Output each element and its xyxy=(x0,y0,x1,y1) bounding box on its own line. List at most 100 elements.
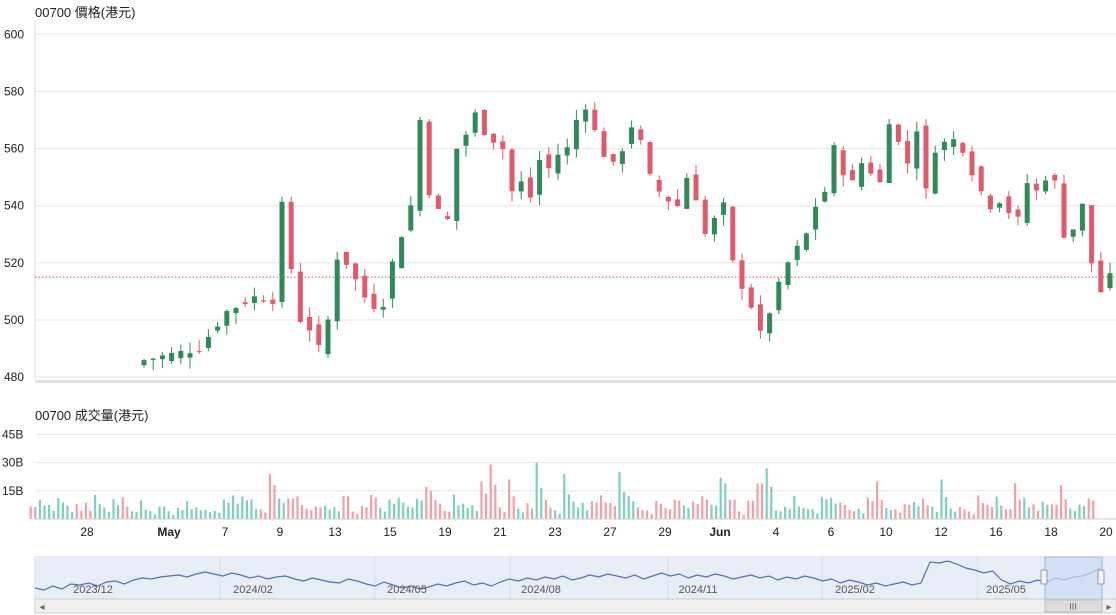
scrollbar-thumb[interactable] xyxy=(1044,599,1103,613)
volume-bar[interactable] xyxy=(489,464,492,519)
volume-bar[interactable] xyxy=(931,506,934,519)
volume-bar[interactable] xyxy=(995,496,998,519)
price-candle[interactable] xyxy=(307,307,313,342)
price-candle[interactable] xyxy=(454,148,460,230)
volume-bar[interactable] xyxy=(98,503,101,519)
volume-bar[interactable] xyxy=(420,500,423,519)
volume-bar[interactable] xyxy=(774,510,777,519)
volume-bar[interactable] xyxy=(121,497,124,519)
price-candle[interactable] xyxy=(527,167,533,203)
scroll-right-arrow-icon[interactable]: ▸ xyxy=(1106,602,1111,613)
price-candle[interactable] xyxy=(859,157,865,191)
volume-bar[interactable] xyxy=(126,506,129,519)
volume-bar[interactable] xyxy=(411,507,414,519)
price-candle[interactable] xyxy=(463,130,469,157)
volume-bar[interactable] xyxy=(176,507,179,519)
volume-bar[interactable] xyxy=(255,509,258,519)
volume-bar[interactable] xyxy=(751,500,754,519)
price-candle[interactable] xyxy=(960,141,966,157)
price-candle[interactable] xyxy=(196,340,202,354)
volume-bar[interactable] xyxy=(659,503,662,519)
volume-bar[interactable] xyxy=(232,495,235,519)
volume-bar[interactable] xyxy=(673,499,676,519)
volume-bar[interactable] xyxy=(301,505,304,519)
price-candle[interactable] xyxy=(334,251,340,330)
volume-bar[interactable] xyxy=(954,511,957,519)
price-candle[interactable] xyxy=(969,145,975,182)
price-candle[interactable] xyxy=(371,283,377,312)
volume-bar[interactable] xyxy=(163,506,166,519)
volume-bar[interactable] xyxy=(1060,485,1063,519)
volume-bar[interactable] xyxy=(278,498,281,519)
volume-bar[interactable] xyxy=(439,503,442,519)
volume-bar[interactable] xyxy=(1050,504,1053,519)
volume-bar[interactable] xyxy=(650,514,653,519)
volume-bar[interactable] xyxy=(981,503,984,519)
volume-bar[interactable] xyxy=(531,508,534,519)
volume-bar[interactable] xyxy=(535,462,538,519)
volume-bar[interactable] xyxy=(38,499,41,519)
price-candle[interactable] xyxy=(647,141,653,176)
volume-bar[interactable] xyxy=(540,487,543,519)
volume-bar[interactable] xyxy=(991,507,994,519)
volume-bar[interactable] xyxy=(466,507,469,519)
price-candles[interactable] xyxy=(141,101,1113,370)
volume-bar[interactable] xyxy=(342,495,345,519)
volume-bar[interactable] xyxy=(1009,509,1012,519)
volume-bar[interactable] xyxy=(199,510,202,519)
price-candle[interactable] xyxy=(987,193,993,214)
volume-bar[interactable] xyxy=(765,468,768,519)
volume-bar[interactable] xyxy=(448,511,451,519)
volume-bar[interactable] xyxy=(213,510,216,519)
volume-bar[interactable] xyxy=(443,510,446,519)
volume-bar[interactable] xyxy=(715,505,718,519)
volume-bar[interactable] xyxy=(351,511,354,519)
price-candle[interactable] xyxy=(445,211,451,221)
volume-bar[interactable] xyxy=(287,498,290,519)
volume-bar[interactable] xyxy=(282,502,285,519)
volume-bar[interactable] xyxy=(296,496,299,519)
volume-bar[interactable] xyxy=(719,477,722,519)
volume-bar[interactable] xyxy=(521,512,524,519)
volume-bar[interactable] xyxy=(820,497,823,519)
price-candle[interactable] xyxy=(785,260,791,290)
price-candle[interactable] xyxy=(941,138,947,161)
volume-bar[interactable] xyxy=(590,501,593,519)
volume-bar[interactable] xyxy=(434,499,437,519)
volume-bar[interactable] xyxy=(632,501,635,519)
volume-bar[interactable] xyxy=(880,500,883,519)
price-candle[interactable] xyxy=(877,163,883,184)
volume-bar[interactable] xyxy=(1092,500,1095,519)
price-candle[interactable] xyxy=(481,108,487,136)
price-candle[interactable] xyxy=(1043,175,1049,195)
price-candle[interactable] xyxy=(408,195,414,233)
volume-bar[interactable] xyxy=(972,514,975,519)
volume-bar[interactable] xyxy=(135,511,138,519)
volume-bar[interactable] xyxy=(968,511,971,519)
price-candle[interactable] xyxy=(748,283,754,310)
volume-bar[interactable] xyxy=(604,502,607,519)
price-candle[interactable] xyxy=(150,357,156,370)
volume-bar[interactable] xyxy=(696,503,699,519)
volume-bar[interactable] xyxy=(66,505,69,519)
price-candle[interactable] xyxy=(831,142,837,196)
price-candle[interactable] xyxy=(1033,178,1039,201)
volume-bar[interactable] xyxy=(259,509,262,519)
volume-bar[interactable] xyxy=(1032,504,1035,519)
volume-bar[interactable] xyxy=(811,509,814,519)
volume-bar[interactable] xyxy=(935,511,938,519)
price-candle[interactable] xyxy=(905,129,911,174)
volume-bar[interactable] xyxy=(862,513,865,519)
volume-bar[interactable] xyxy=(402,502,405,519)
price-candle[interactable] xyxy=(187,342,193,369)
volume-bar[interactable] xyxy=(1055,504,1058,519)
volume-bar[interactable] xyxy=(333,507,336,519)
price-candle[interactable] xyxy=(822,186,828,203)
price-candle[interactable] xyxy=(564,138,570,165)
volume-bar[interactable] xyxy=(1078,504,1081,519)
volume-bar[interactable] xyxy=(926,505,929,519)
volume-bar[interactable] xyxy=(475,511,478,519)
volume-bar[interactable] xyxy=(958,506,961,519)
price-candle[interactable] xyxy=(1061,174,1067,239)
price-candle[interactable] xyxy=(399,236,405,269)
